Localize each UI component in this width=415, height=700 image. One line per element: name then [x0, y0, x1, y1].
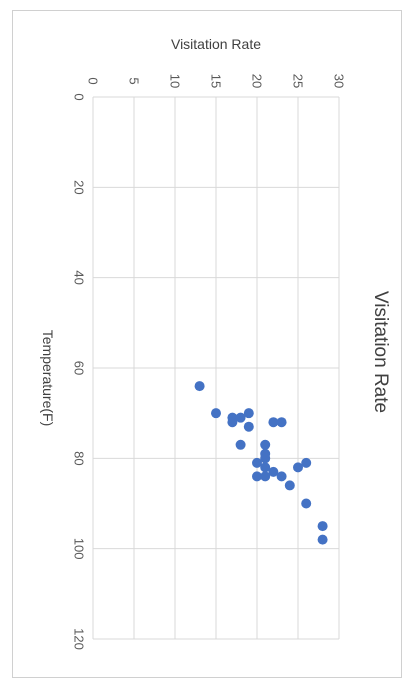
y-tick-label: 0	[85, 77, 100, 84]
data-point	[260, 462, 271, 473]
data-point	[293, 462, 303, 473]
data-point	[260, 453, 271, 464]
y-tick-label: 25	[290, 74, 305, 88]
data-point	[235, 439, 246, 450]
data-point	[276, 471, 287, 482]
data-point	[268, 466, 279, 477]
data-point	[276, 417, 287, 428]
data-point	[243, 421, 254, 432]
data-point	[252, 457, 262, 468]
tick-label-layer: 0 20 40 60 80 100 120 0 5 10 15 20 25 30	[71, 74, 346, 650]
x-tick-label: 100	[71, 538, 86, 560]
data-point-layer	[194, 381, 328, 545]
scatter-chart: 0 20 40 60 80 100 120 0 5 10 15 20 25 30 Visitation R…	[40, 36, 391, 650]
data-point	[317, 534, 328, 545]
data-point	[301, 498, 312, 509]
x-tick-label: 60	[71, 361, 86, 375]
data-point	[268, 417, 279, 428]
data-point	[260, 471, 271, 482]
x-tick-label: 40	[71, 270, 86, 284]
x-tick-label: 20	[71, 180, 86, 194]
y-tick-label: 10	[167, 74, 182, 88]
chart-title: Visitation Rate	[370, 291, 391, 413]
x-tick-label: 80	[71, 451, 86, 465]
data-point	[194, 381, 205, 392]
y-tick-label: 5	[126, 77, 141, 84]
y-tick-label: 30	[331, 74, 346, 88]
data-point	[260, 439, 271, 450]
y-tick-label: 20	[249, 74, 264, 88]
data-point	[252, 471, 262, 482]
data-point	[301, 457, 312, 468]
data-point	[317, 521, 328, 532]
x-tick-label: 120	[71, 628, 86, 650]
data-point	[211, 408, 221, 419]
data-point	[235, 412, 246, 423]
data-point	[227, 417, 238, 428]
y-tick-label: 15	[208, 74, 223, 88]
grid-layer	[92, 96, 340, 640]
chart-frame: 0 20 40 60 80 100 120 0 5 10 15 20 25 30 Visitation R…	[12, 10, 402, 678]
x-axis-title: Temperature(F)	[40, 330, 56, 426]
data-point	[284, 480, 295, 491]
data-point	[243, 408, 254, 419]
y-axis-title: Visitation Rate	[171, 36, 261, 52]
x-tick-label: 0	[71, 93, 86, 100]
